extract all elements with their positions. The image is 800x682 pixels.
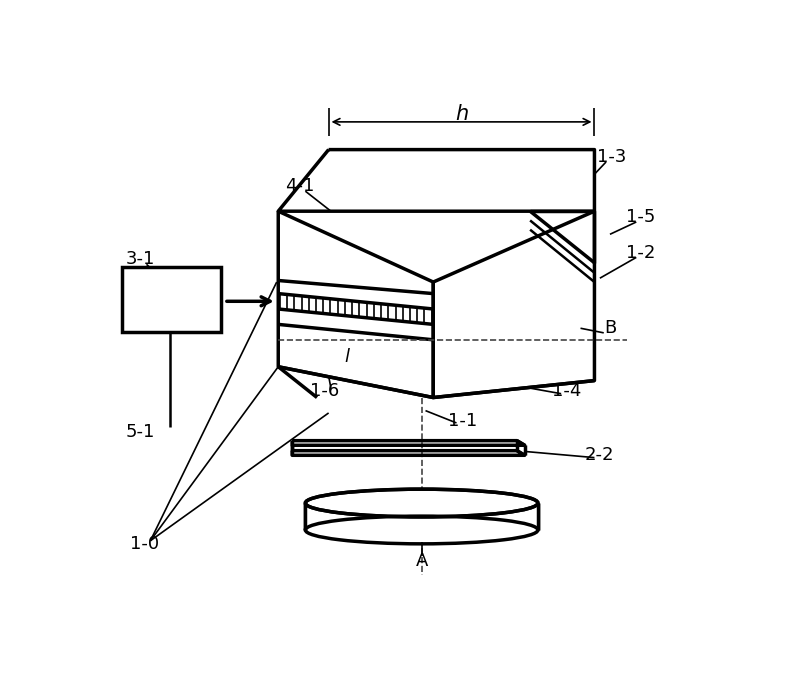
Text: 3-1: 3-1 [126,250,155,268]
Text: 1-4: 1-4 [552,383,582,400]
Text: 1-0: 1-0 [130,535,159,553]
Text: 1-1: 1-1 [448,412,478,430]
Text: 1-2: 1-2 [626,243,656,262]
Ellipse shape [306,489,538,517]
Text: 2-2: 2-2 [585,446,614,464]
Bar [122,267,221,332]
Ellipse shape [306,516,538,544]
Text: 1-5: 1-5 [626,207,656,226]
Text: 1-3: 1-3 [597,147,626,166]
Bar [306,503,538,530]
Text: A: A [415,552,428,569]
Text: 5-1: 5-1 [126,424,155,441]
Text: B: B [604,319,616,337]
Text: 4-1: 4-1 [286,177,314,195]
Text: l: l [344,349,349,366]
Text: h: h [455,104,469,124]
Text: 1-6: 1-6 [310,383,339,400]
